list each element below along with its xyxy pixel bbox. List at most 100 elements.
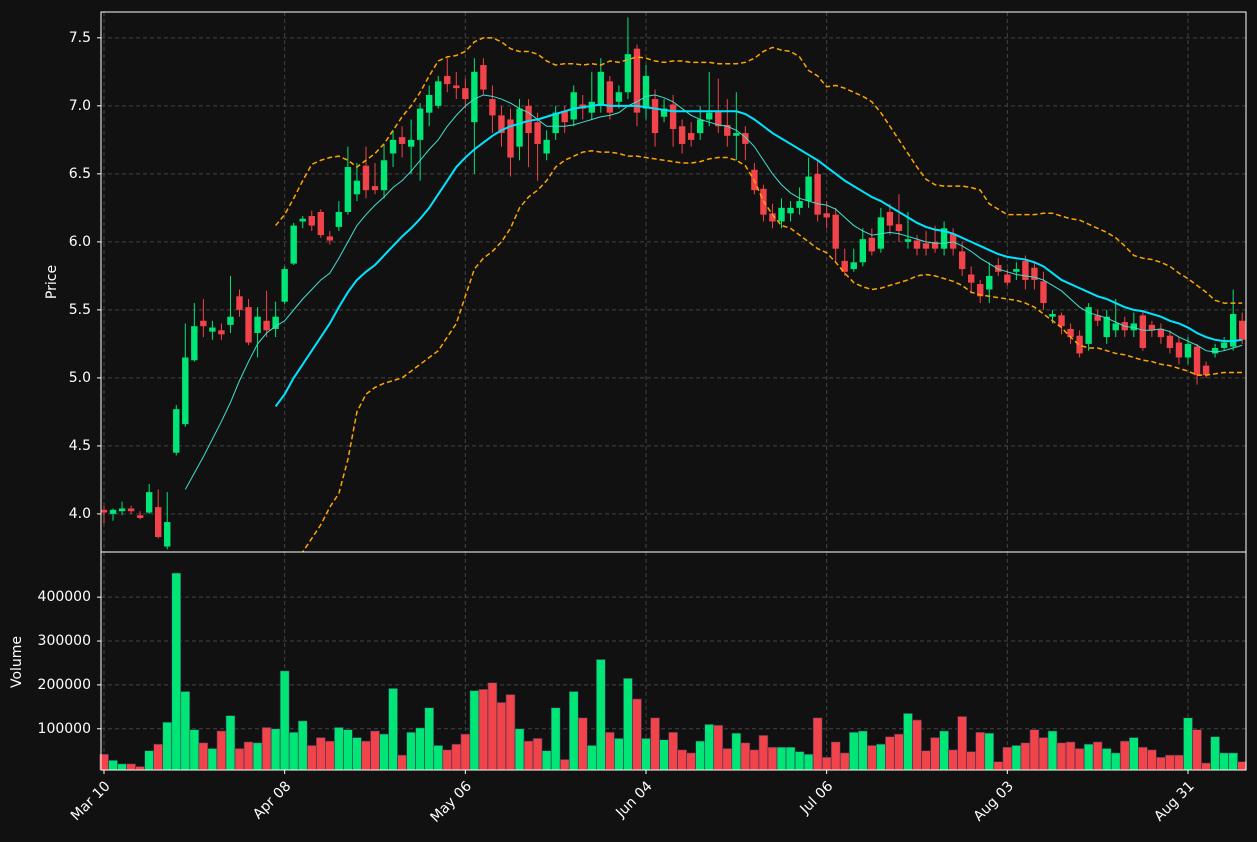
candle-body [389,139,397,154]
candle-body [895,224,903,231]
volume-bar [758,735,769,771]
candle-body [986,275,993,290]
volume-bar [975,731,986,771]
candle-body [1103,316,1110,338]
volume-bar [279,670,290,771]
volume-bar [984,732,995,771]
volume-bar [1038,737,1049,771]
candle-body [922,243,930,249]
candle-body [272,316,279,329]
candle-body [353,180,361,195]
volume-bar [469,690,480,771]
volume-bar [1074,748,1085,771]
volume-bar [216,730,227,771]
volume-bar [749,749,760,771]
volume-bar [1101,748,1112,771]
candle-body [380,160,388,191]
volume-bar [677,749,687,771]
volume-tick-label: 200000 [38,677,91,693]
candle-body [462,88,469,100]
volume-bar [442,749,453,771]
volume-bar [1002,746,1013,771]
volume-bar [1192,729,1202,771]
volume-bar [460,733,471,771]
volume-bar [668,731,678,771]
candle-body [715,111,722,127]
volume-bar [361,740,371,771]
candle-body [326,236,334,241]
volume-bar [839,752,850,771]
candle-body [588,101,595,113]
candle-body [796,201,803,208]
candle-body [778,207,785,222]
candle-body [507,119,514,158]
volume-bar [532,738,543,771]
candle-body [1220,342,1228,348]
volume-bar [297,720,308,771]
candle-body [281,269,288,302]
volume-bar [415,727,425,771]
volume-bar [225,715,236,771]
candle-body [678,126,686,144]
volume-bar [776,746,787,771]
volume-bar [1156,756,1166,771]
candle-body [832,214,839,249]
candle-body [362,165,370,191]
volume-bar [596,659,606,771]
candle-body [398,137,406,144]
candle-body [1229,313,1237,347]
overlay-line [301,149,1243,552]
volume-pane [99,572,1247,771]
candle-body [444,75,451,85]
volume-bar [1183,717,1193,771]
volume-bar [1092,741,1103,771]
candle-body [1112,323,1119,331]
volume-bar [912,719,922,771]
candle-body [850,262,857,270]
volume-bar [1065,741,1076,771]
volume-bar [1165,754,1175,771]
volume-bar [722,748,733,771]
candle-body [145,492,153,513]
candle-body [570,92,577,120]
candle-body [1058,315,1065,327]
volume-bar [605,731,615,771]
candle-body [841,260,848,272]
volume-bar [451,743,462,771]
candle-body [317,211,324,236]
candle-body [371,186,379,191]
y-tick-label: 6.5 [69,166,91,182]
candle-body [1202,365,1210,376]
volume-tick-label: 300000 [38,633,91,649]
candle-body [1130,323,1137,331]
volume-bar [614,738,624,771]
candle-body [787,207,794,214]
volume-bar [623,678,633,771]
y-tick-label: 4.0 [69,506,91,522]
candle-body [642,75,650,109]
candle-body [1004,274,1011,283]
volume-bar [1056,742,1067,771]
candle-body [308,216,315,226]
candle-body [805,176,812,202]
volume-bar [270,728,281,771]
volume-bar [514,728,525,771]
candle-body [967,274,975,283]
y-tick-label: 7.0 [69,98,91,114]
volume-bar [352,737,362,771]
y-tick-label: 5.0 [69,370,91,386]
volume-bar [930,737,940,771]
volume-bar [1201,762,1211,771]
volume-tick-label: 100000 [38,721,91,737]
volume-bar [803,753,814,771]
candle-body [227,316,234,325]
candle-body [1022,260,1029,280]
volume-bar [478,688,489,771]
volume-bar [821,756,832,771]
candle-body [1040,281,1047,304]
candle-body [525,105,532,134]
candle-body [977,284,984,297]
y-tick-label: 5.5 [69,302,91,318]
volume-bar [794,751,805,771]
volume-bar [1147,749,1157,771]
